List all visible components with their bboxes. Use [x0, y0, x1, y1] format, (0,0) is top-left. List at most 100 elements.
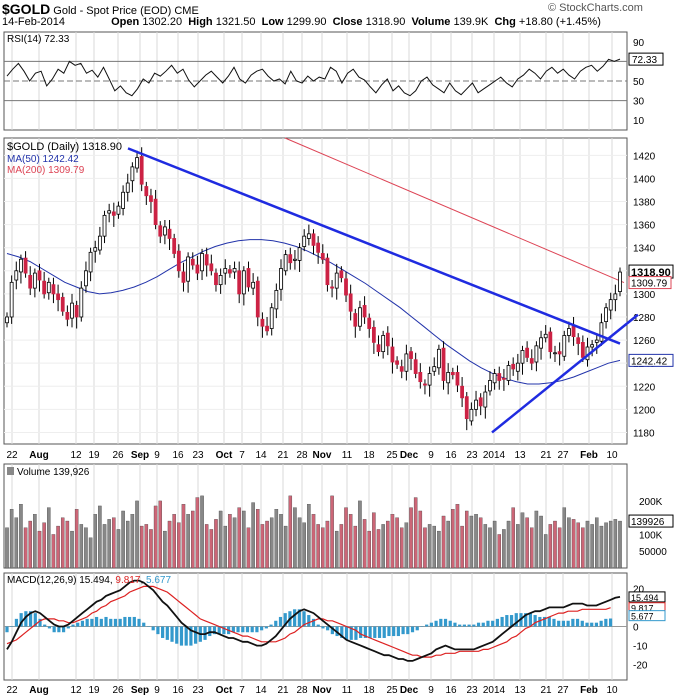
- macd-histogram-bar: [575, 618, 580, 627]
- x-tick-label-bottom: 21: [540, 685, 552, 696]
- macd-histogram-bar: [170, 626, 174, 642]
- x-tick-label-bottom: 7: [239, 685, 245, 696]
- candle-body: [218, 275, 223, 286]
- candle-body: [562, 335, 567, 357]
- x-tick-label-bottom: 10: [606, 685, 618, 696]
- volume-bar: [399, 527, 404, 569]
- volume-bar: [153, 505, 158, 569]
- macd-histogram-bar: [52, 626, 56, 633]
- macd-histogram-bar: [99, 618, 103, 627]
- volume-bar: [595, 517, 599, 569]
- macd-histogram-bar: [344, 626, 349, 640]
- x-tick-label: 23: [466, 450, 478, 461]
- candle-body: [385, 332, 390, 347]
- candle-body: [195, 264, 200, 274]
- candle-body: [297, 247, 302, 261]
- volume-bar: [139, 525, 144, 569]
- volume-bar: [135, 500, 139, 569]
- candle-body: [608, 299, 613, 311]
- x-tick-label: 11: [342, 450, 353, 461]
- high-value: 1321.50: [215, 16, 256, 28]
- volume-bar: [520, 512, 525, 569]
- candle-body: [483, 391, 488, 408]
- panel-frame-price: [3, 137, 628, 445]
- volume-bar: [325, 520, 330, 569]
- macd-legend: MACD(12,26,9) 15.494, 9.817, 5.677: [7, 575, 171, 586]
- volume-bar: [418, 510, 423, 569]
- macd-histogram-bar: [509, 615, 514, 627]
- trendline-ascending: [491, 313, 639, 434]
- x-tick-label: 7: [239, 450, 245, 461]
- high-label: High: [188, 16, 213, 28]
- candle-body: [436, 348, 441, 369]
- candle-body: [358, 307, 362, 327]
- macd-histogram-bar: [184, 626, 188, 646]
- volume-bar: [334, 530, 339, 569]
- x-tick-label-bottom: 18: [363, 685, 375, 696]
- x-tick-label-bottom: 19: [88, 685, 100, 696]
- macd-histogram-bar: [109, 618, 113, 627]
- volume-bar: [581, 527, 585, 569]
- x-tick-label: 9: [428, 450, 434, 461]
- candle-body: [553, 352, 557, 355]
- candle-body: [557, 351, 562, 355]
- volume-bar: [381, 524, 385, 569]
- macd-histogram-bar: [80, 620, 85, 627]
- macd-histogram-bar: [142, 622, 146, 627]
- x-tick-label: 19: [88, 450, 100, 461]
- volume-bar: [121, 510, 125, 569]
- volume-bar: [483, 524, 488, 569]
- candle-body: [56, 293, 60, 301]
- candle-body: [116, 205, 121, 215]
- x-tick-label-bottom: Oct: [216, 685, 233, 696]
- macd-histogram-bar: [43, 624, 47, 627]
- macd-histogram-bar: [354, 626, 358, 640]
- volume-bar: [84, 527, 88, 569]
- macd-histogram-bar: [151, 626, 155, 631]
- x-tick-label-bottom: 23: [192, 685, 204, 696]
- x-tick-label-bottom: 16: [172, 685, 184, 696]
- macd-histogram-bar: [5, 626, 9, 633]
- macd-histogram-bar: [547, 616, 551, 627]
- candle-body: [135, 157, 139, 169]
- volume-legend-swatch: [7, 467, 14, 475]
- ma200-box: [628, 276, 672, 290]
- candle-body: [604, 307, 608, 323]
- volume-bar: [260, 524, 265, 569]
- candle-body: [51, 284, 56, 295]
- macd-value-box-text: 15.494: [631, 593, 659, 603]
- macd-histogram-bar: [326, 626, 330, 631]
- macd-histogram-bar: [90, 618, 94, 627]
- macd-histogram-bar: [307, 615, 311, 627]
- x-tick-label: 16: [172, 450, 184, 461]
- macd-histogram-bar: [165, 626, 169, 640]
- macd-histogram-bar: [113, 618, 118, 627]
- candle-body: [580, 341, 585, 358]
- macd-histogram-bar: [302, 611, 306, 627]
- macd-histogram-bar: [476, 622, 481, 627]
- macd-histogram-bar: [542, 616, 547, 627]
- macd-histogram-bar: [453, 622, 457, 627]
- close-label: Close: [332, 16, 363, 28]
- macd-histogram-bar: [373, 626, 377, 638]
- volume-bar: [557, 527, 562, 569]
- volume-bar: [28, 520, 32, 569]
- volume-bar: [93, 514, 97, 569]
- macd-histogram-bar: [189, 626, 193, 646]
- macd-histogram-bar: [94, 616, 99, 627]
- macd-histogram-bar: [146, 626, 151, 627]
- candle-body: [28, 275, 33, 289]
- macd-histogram-bar: [585, 622, 589, 627]
- volume-bar: [344, 507, 348, 569]
- x-tick-label-bottom: Feb: [580, 685, 598, 696]
- x-tick-label-bottom: Aug: [29, 685, 48, 696]
- macd-histogram-bar: [76, 622, 80, 627]
- candle-body: [488, 380, 492, 392]
- candle-body: [274, 290, 279, 310]
- candle-body: [37, 270, 42, 281]
- x-tick-label: 10: [606, 450, 618, 461]
- macd-histogram-bar: [283, 613, 287, 627]
- candle-body: [362, 305, 367, 318]
- candle-body: [502, 377, 506, 380]
- chg-label: Chg: [494, 16, 516, 28]
